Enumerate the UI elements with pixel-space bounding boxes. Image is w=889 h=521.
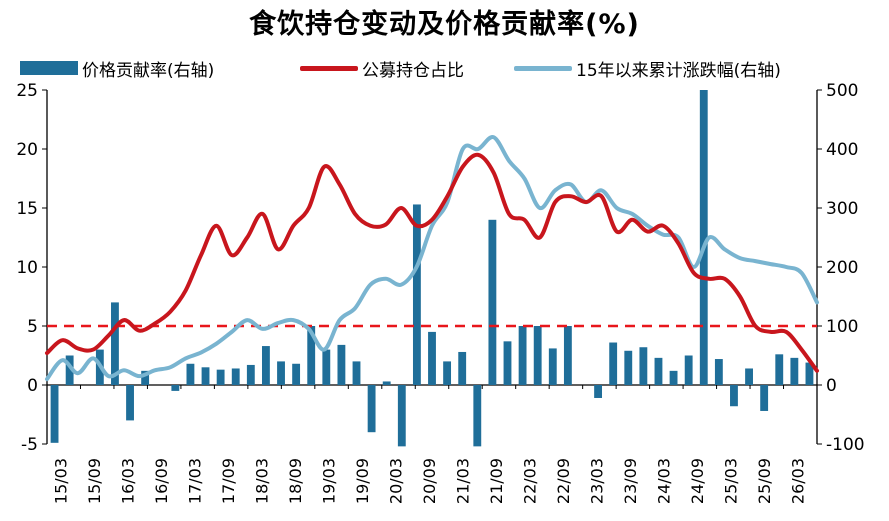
left-tick-label: 15 — [16, 199, 38, 219]
x-tick-label: 19/09 — [353, 458, 372, 504]
x-tick-label: 22/03 — [520, 458, 539, 504]
bar — [805, 362, 814, 385]
x-tick-label: 20/09 — [420, 458, 439, 504]
bar — [367, 385, 376, 433]
x-tick-label: 15/09 — [85, 458, 104, 504]
bar — [277, 361, 285, 385]
x-tick-label: 15/03 — [52, 458, 71, 504]
bar — [533, 326, 542, 385]
bar — [639, 347, 648, 385]
x-tick-label: 18/03 — [253, 458, 272, 504]
right-tick-label: 200 — [826, 258, 858, 278]
x-tick-label: 22/09 — [554, 458, 573, 504]
legend-item-red-line: 公募持仓占比 — [300, 56, 464, 81]
bar — [231, 368, 240, 385]
x-tick-label: 24/09 — [688, 458, 707, 504]
right-tick-label: 500 — [826, 81, 858, 101]
chart-title: 食饮持仓变动及价格贡献率(%) — [249, 9, 640, 40]
bar — [548, 348, 557, 385]
legend-swatch-red-line — [300, 65, 358, 71]
left-tick-label: 25 — [16, 81, 38, 101]
bar — [141, 370, 150, 385]
bar — [50, 385, 59, 443]
bar — [594, 385, 603, 398]
bar — [714, 359, 723, 385]
bar — [458, 351, 467, 385]
x-tick-label: 26/03 — [788, 458, 807, 504]
bar — [216, 369, 225, 385]
x-tick-label: 21/03 — [453, 458, 472, 504]
bar — [790, 357, 799, 385]
bar — [473, 385, 482, 447]
x-tick-label: 17/09 — [219, 458, 238, 504]
bar — [609, 342, 618, 385]
bar — [292, 363, 301, 385]
bar — [186, 363, 195, 385]
bar — [382, 381, 391, 385]
bar — [201, 367, 210, 385]
x-tick-label: 25/09 — [755, 458, 774, 504]
legend-item-blue-line: 15年以来累计涨跌幅(右轴) — [514, 56, 781, 81]
right-tick-label: 300 — [826, 199, 858, 219]
bar — [669, 370, 678, 385]
x-tick-label: 25/03 — [721, 458, 740, 504]
bar — [337, 344, 346, 385]
series-line-fund-holding — [45, 152, 819, 373]
bar — [624, 350, 633, 385]
legend-swatch-bar — [20, 61, 78, 75]
bar — [352, 361, 361, 385]
right-tick-label: 0 — [826, 376, 837, 396]
bar — [261, 346, 270, 385]
x-tick-label: 23/09 — [621, 458, 640, 504]
bar — [518, 326, 527, 385]
left-tick-label: -5 — [21, 435, 38, 455]
bar — [654, 357, 663, 385]
bar — [428, 331, 436, 385]
legend: 价格贡献率(右轴) 公募持仓占比 15年以来累计涨跌幅(右轴) — [0, 56, 889, 81]
bar — [307, 326, 316, 385]
bar — [111, 302, 119, 385]
bar — [730, 385, 738, 407]
bar — [745, 368, 753, 385]
bar — [760, 385, 769, 411]
legend-item-bar: 价格贡献率(右轴) — [20, 56, 215, 81]
legend-swatch-blue-line — [514, 65, 572, 71]
x-tick-label: 23/03 — [587, 458, 606, 504]
x-tick-label: 17/03 — [186, 458, 205, 504]
bar — [322, 349, 331, 385]
bar — [488, 219, 497, 385]
bar — [563, 326, 572, 385]
x-tick-label: 18/09 — [286, 458, 305, 504]
bar — [443, 361, 452, 385]
left-tick-label: 5 — [27, 317, 38, 337]
x-tick-label: 16/09 — [152, 458, 171, 504]
x-tick-label: 19/03 — [320, 458, 339, 504]
right-tick-label: 400 — [826, 140, 858, 160]
bar — [397, 385, 406, 447]
bar — [171, 385, 180, 391]
bar — [699, 90, 708, 385]
left-tick-label: 20 — [16, 140, 38, 160]
bar — [775, 354, 784, 385]
right-tick-label: -100 — [826, 435, 865, 455]
x-tick-label: 16/03 — [119, 458, 138, 504]
legend-label-red-line: 公募持仓占比 — [362, 60, 464, 81]
bar — [684, 355, 693, 385]
bar — [246, 364, 255, 385]
legend-label-blue-line: 15年以来累计涨跌幅(右轴) — [576, 60, 781, 81]
right-tick-label: 100 — [826, 317, 858, 337]
bar — [503, 341, 512, 385]
legend-label-bar: 价格贡献率(右轴) — [82, 60, 215, 81]
bar — [65, 355, 74, 385]
x-tick-label: 21/09 — [487, 458, 506, 504]
x-tick-label: 20/03 — [387, 458, 406, 504]
x-tick-label: 24/03 — [654, 458, 673, 504]
bar — [126, 385, 134, 421]
bar — [412, 204, 421, 385]
left-tick-label: 10 — [16, 258, 38, 278]
left-tick-label: 0 — [27, 376, 38, 396]
